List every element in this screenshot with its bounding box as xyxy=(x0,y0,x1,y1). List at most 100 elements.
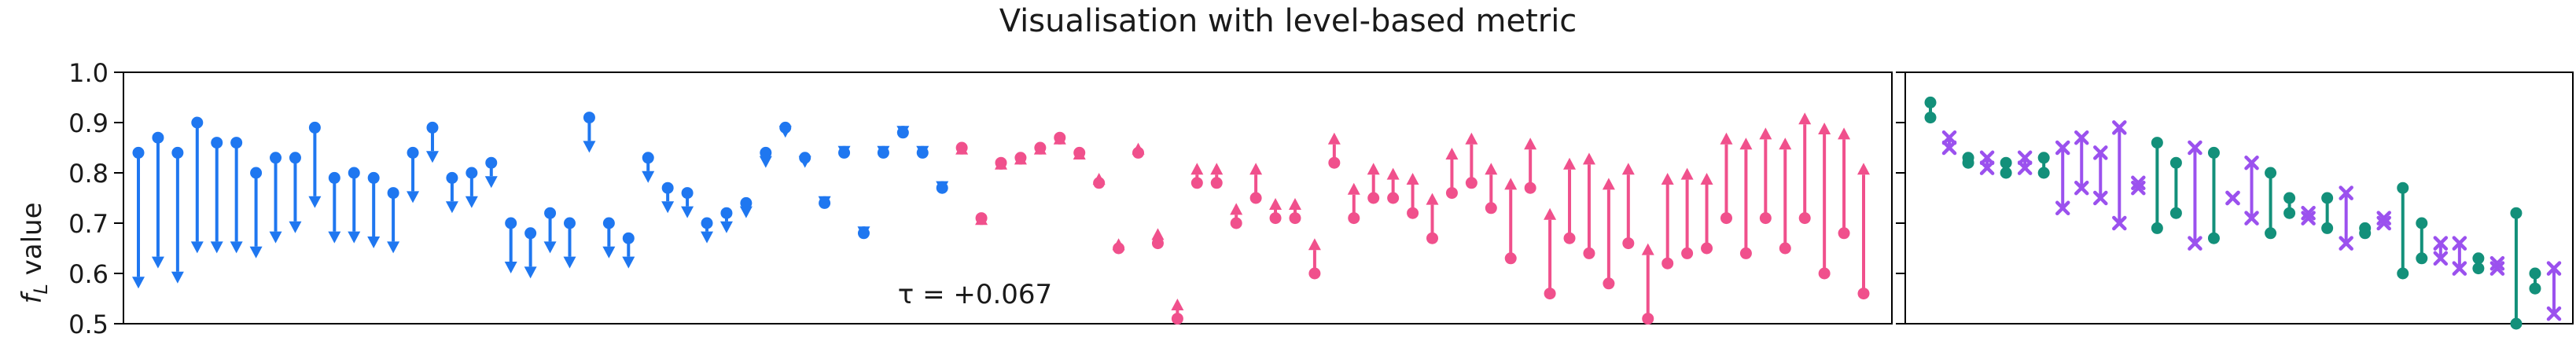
top-dot xyxy=(2169,156,2182,169)
range-pair-dot xyxy=(1924,96,1937,124)
bottom-dot xyxy=(2472,262,2485,275)
dumbbell-pair xyxy=(681,187,694,218)
range-pair-dot xyxy=(2207,146,2220,244)
top-cross xyxy=(2244,155,2259,170)
end-arrowhead xyxy=(759,156,772,168)
end-arrowhead xyxy=(190,241,204,254)
start-dot xyxy=(308,121,321,134)
end-arrowhead xyxy=(1739,138,1753,150)
dumbbell-pair xyxy=(348,167,361,244)
dumbbell-pair xyxy=(249,167,263,258)
top-dot xyxy=(2510,207,2523,219)
range-pair-dot xyxy=(2169,156,2182,219)
dumbbell-pair xyxy=(230,137,243,254)
y-tick-label: 0.8 xyxy=(68,159,109,189)
dumbbell-pair xyxy=(701,217,714,244)
start-dot xyxy=(1818,267,1831,280)
dumbbell-pair xyxy=(543,207,557,254)
end-arrowhead xyxy=(132,277,145,289)
start-dot xyxy=(1210,177,1223,189)
range-pair-cross xyxy=(2055,140,2070,216)
dumbbell-pair xyxy=(1269,198,1282,225)
start-dot xyxy=(622,232,635,244)
end-arrowhead xyxy=(1641,243,1654,255)
range-pair-cross xyxy=(2376,211,2391,231)
end-arrowhead xyxy=(995,157,1007,170)
start-dot xyxy=(1681,247,1694,259)
dumbbell-pair xyxy=(1171,299,1184,325)
start-dot xyxy=(1445,187,1458,200)
start-dot xyxy=(289,152,301,164)
end-arrowhead xyxy=(778,126,792,138)
start-dot xyxy=(720,207,733,219)
start-dot xyxy=(407,146,419,159)
start-dot xyxy=(681,187,694,200)
dumbbell-pair xyxy=(171,146,184,284)
end-arrowhead xyxy=(1563,157,1577,170)
bottom-dot xyxy=(2265,227,2277,240)
end-arrowhead xyxy=(387,241,400,254)
dumbbell-pair xyxy=(367,171,381,248)
dumbbell-pair xyxy=(1798,112,1812,225)
start-dot xyxy=(1230,217,1242,229)
bottom-cross xyxy=(1941,140,1957,156)
dumbbell-pair xyxy=(975,212,988,226)
start-dot xyxy=(1387,192,1400,204)
range-pair-cross xyxy=(1979,150,1995,175)
end-arrowhead xyxy=(1602,178,1615,190)
bottom-dot xyxy=(2416,252,2428,265)
end-arrowhead xyxy=(1053,132,1066,145)
range-pair-dot xyxy=(2472,252,2485,275)
bottom-cross xyxy=(2301,211,2316,226)
end-arrowhead xyxy=(504,262,517,273)
end-arrowhead xyxy=(1857,163,1870,175)
dumbbell-pair xyxy=(1857,163,1870,300)
top-dot xyxy=(2321,192,2334,204)
range-pair-cross xyxy=(2188,140,2202,251)
top-dot xyxy=(2397,182,2409,194)
end-arrowhead xyxy=(1759,127,1772,140)
y-tick-label: 0.9 xyxy=(68,108,109,138)
tau-annotation: τ = +0.067 xyxy=(898,279,1052,310)
end-arrowhead xyxy=(1269,198,1282,210)
end-arrowhead xyxy=(1621,163,1635,175)
bottom-dot xyxy=(2529,282,2541,295)
dumbbell-pair xyxy=(1249,163,1263,204)
end-arrowhead xyxy=(1838,127,1851,140)
start-dot xyxy=(1504,252,1517,265)
dumbbell-pair xyxy=(1406,173,1419,219)
dumbbell-pair xyxy=(1112,238,1125,255)
start-dot xyxy=(583,112,595,124)
end-arrowhead xyxy=(289,221,302,233)
dumbbell-pair xyxy=(857,226,870,240)
end-arrowhead xyxy=(916,145,929,158)
end-arrowhead xyxy=(1779,138,1792,150)
dumbbell-pair xyxy=(818,196,831,209)
end-arrowhead xyxy=(701,231,714,244)
end-arrowhead xyxy=(798,156,811,168)
range-pair-cross xyxy=(2225,190,2240,206)
bottom-dot xyxy=(2397,267,2409,280)
end-arrowhead xyxy=(975,213,988,226)
range-pair-cross xyxy=(2490,255,2505,276)
start-dot xyxy=(466,167,478,179)
top-cross xyxy=(2055,140,2070,156)
end-arrowhead xyxy=(1171,299,1184,310)
dumbbell-pair xyxy=(387,187,400,254)
bottom-dot xyxy=(2151,222,2163,234)
end-arrowhead xyxy=(837,145,851,158)
dumbbell-pair xyxy=(661,182,675,214)
bottom-cross xyxy=(2376,215,2391,231)
start-dot xyxy=(367,171,380,184)
start-dot xyxy=(760,146,772,159)
top-cross xyxy=(2339,185,2353,200)
end-arrowhead xyxy=(1132,142,1145,155)
dumbbell-pair xyxy=(1288,198,1301,225)
end-arrowhead xyxy=(1014,152,1027,165)
dumbbell-pair xyxy=(1347,182,1360,225)
dumbbell-pair xyxy=(955,141,969,155)
end-arrowhead xyxy=(1465,132,1478,145)
end-arrowhead xyxy=(249,246,263,258)
dumbbell-pair xyxy=(798,152,811,168)
top-cross xyxy=(2546,261,2562,276)
